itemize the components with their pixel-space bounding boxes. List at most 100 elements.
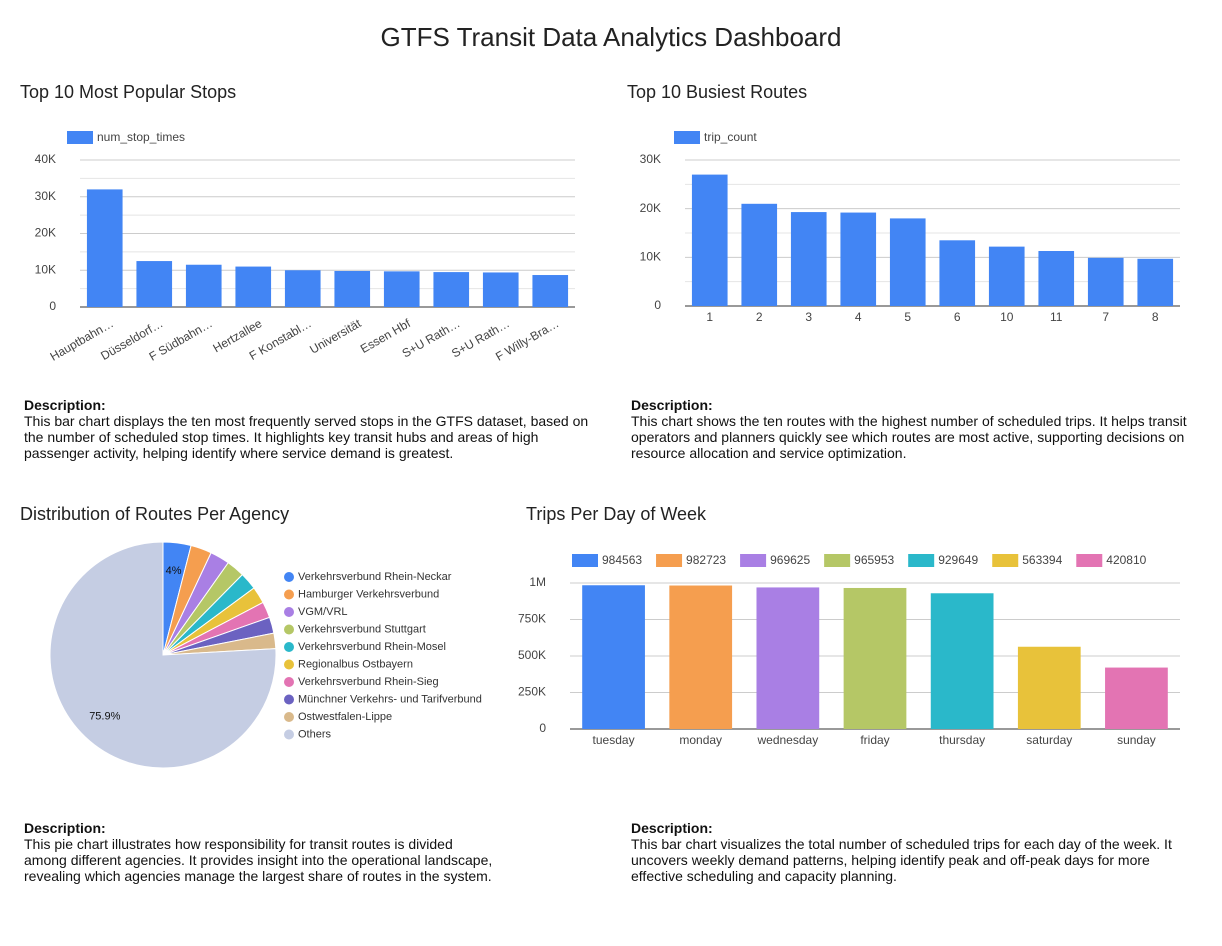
legend-swatch <box>284 677 294 687</box>
x-tick-label: sunday <box>1117 733 1156 747</box>
bar <box>532 275 569 307</box>
bar <box>790 212 827 306</box>
bar <box>669 585 733 729</box>
legend-label: Münchner Verkehrs- und Tarifverbund <box>298 693 482 705</box>
description-label: Description: <box>631 397 713 413</box>
legend-label: VGM/VRL <box>298 606 348 618</box>
legend-label: 982723 <box>686 553 726 567</box>
slice-label: 75.9% <box>89 711 120 723</box>
bar <box>433 272 470 307</box>
legend-label: Verkehrsverbund Rhein-Sieg <box>298 676 439 688</box>
x-tick-label: 4 <box>855 310 862 324</box>
legend-swatch <box>284 607 294 617</box>
bar <box>1038 251 1075 306</box>
description-text: This bar chart displays the ten most fre… <box>24 413 589 461</box>
legend-swatch <box>908 554 935 567</box>
legend-swatch <box>740 554 767 567</box>
y-tick-label: 20K <box>640 201 661 215</box>
bar <box>284 270 321 307</box>
bar <box>939 240 976 306</box>
legend-swatch <box>284 694 294 705</box>
legend-label: 984563 <box>602 553 642 567</box>
bar <box>756 587 820 729</box>
chart-title: Trips Per Day of Week <box>526 504 707 524</box>
legend-swatch <box>284 624 294 635</box>
legend-label: Ostwestfalen-Lippe <box>298 711 392 723</box>
description-label: Description: <box>631 820 713 836</box>
legend-label: 563394 <box>1022 553 1062 567</box>
bar <box>930 593 994 729</box>
bar <box>582 585 645 729</box>
legend-label: Verkehrsverbund Rhein-Neckar <box>298 571 452 583</box>
description-text: This chart shows the ten routes with the… <box>631 413 1187 461</box>
legend-swatch <box>284 659 294 670</box>
bar <box>988 246 1025 306</box>
slice-label: 4% <box>166 565 182 577</box>
x-tick-label: tuesday <box>593 733 635 747</box>
x-tick-label: saturday <box>1026 733 1072 747</box>
y-tick-label: 10K <box>640 250 661 264</box>
legend-swatch <box>824 554 851 567</box>
x-tick-label: wednesday <box>756 733 818 747</box>
legend-swatch <box>1076 554 1103 567</box>
bar <box>889 218 926 306</box>
legend-label: 969625 <box>770 553 810 567</box>
bar <box>383 271 420 307</box>
bar <box>1017 646 1081 729</box>
bar <box>185 264 222 307</box>
x-tick-label: 2 <box>756 310 763 324</box>
y-tick-label: 20K <box>35 226 56 240</box>
description: Description: This bar chart displays the … <box>24 397 594 461</box>
legend-swatch <box>284 729 294 740</box>
legend-swatch <box>284 642 294 652</box>
x-tick-label: 8 <box>1152 310 1159 324</box>
legend-swatch <box>284 572 294 582</box>
x-tick-label: monday <box>679 733 722 747</box>
legend-label: 420810 <box>1106 553 1146 567</box>
legend-label: Verkehrsverbund Stuttgart <box>298 623 426 635</box>
description: Description: This pie chart illustrates h… <box>24 820 494 884</box>
legend-label: Hamburger Verkehrsverbund <box>298 588 439 600</box>
x-tick-label: 6 <box>954 310 961 324</box>
chart-title: Top 10 Most Popular Stops <box>20 82 237 102</box>
bar <box>86 189 123 307</box>
description: Description: This chart shows the ten rou… <box>631 397 1201 461</box>
x-tick-label: Universität <box>307 316 364 357</box>
x-tick-label: 3 <box>805 310 812 324</box>
x-tick-label: 11 <box>1050 310 1063 324</box>
y-tick-label: 0 <box>654 298 661 312</box>
page-title: GTFS Transit Data Analytics Dashboard <box>380 22 842 52</box>
description: Description: This bar chart visualizes th… <box>631 820 1191 884</box>
legend-swatch <box>67 131 93 144</box>
bar <box>1087 257 1124 306</box>
legend-label: Verkehrsverbund Rhein-Mosel <box>298 641 446 653</box>
legend-label: trip_count <box>704 130 757 144</box>
legend-swatch <box>674 131 700 144</box>
x-tick-label: 1 <box>706 310 713 324</box>
bar <box>334 270 371 307</box>
legend-label: num_stop_times <box>97 130 185 144</box>
x-tick-label: friday <box>860 733 889 747</box>
legend-swatch <box>284 589 294 600</box>
description-text: This pie chart illustrates how responsib… <box>24 836 493 884</box>
bar <box>1105 667 1168 729</box>
chart-title: Distribution of Routes Per Agency <box>20 504 290 524</box>
legend-label: Others <box>298 728 332 740</box>
bar <box>1137 258 1174 306</box>
y-tick-label: 40K <box>35 152 56 166</box>
y-tick-label: 30K <box>35 189 56 203</box>
y-tick-label: 500K <box>518 648 546 662</box>
y-tick-label: 750K <box>518 612 546 626</box>
bar <box>235 266 272 307</box>
legend-swatch <box>656 554 683 567</box>
y-tick-label: 0 <box>49 299 56 313</box>
description-label: Description: <box>24 397 106 413</box>
y-tick-label: 30K <box>640 152 661 166</box>
description-text: This bar chart visualizes the total numb… <box>631 836 1172 884</box>
y-tick-label: 10K <box>35 262 56 276</box>
y-tick-label: 0 <box>539 721 546 735</box>
x-tick-label: 10 <box>1000 310 1014 324</box>
pie-slice <box>49 541 277 769</box>
